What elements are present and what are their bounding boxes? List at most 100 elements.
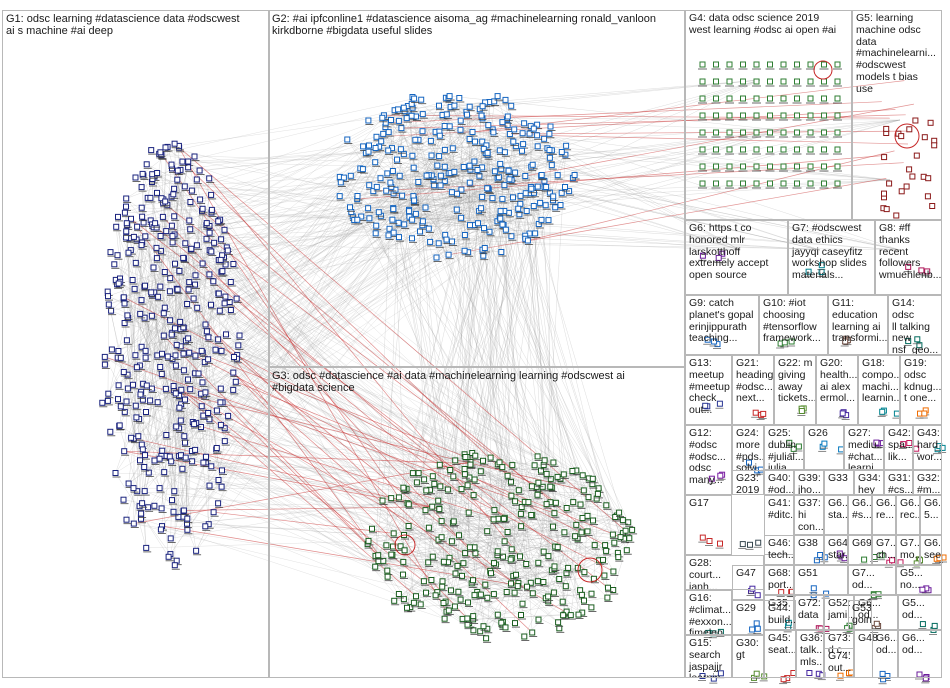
g3-node [515,487,522,494]
g1-node [236,332,243,339]
g3-node [573,521,580,528]
g2-edge [460,138,545,218]
g3-node [579,515,586,521]
group-label: G36: talk... mls... [800,632,824,668]
g2-node [479,103,486,110]
g2-node [387,179,394,186]
g3-node [513,571,519,578]
g2-g3-edge [487,152,538,495]
g1-g3-edge [145,350,445,563]
g2-edge [509,154,566,180]
g1-g2-edge [188,233,530,290]
g2-node [474,167,481,173]
g1-edge [142,242,203,264]
group-panel-g13: G13: meetup #meetup check out... [685,355,732,425]
g2-node [453,206,460,213]
g3-node [457,596,464,603]
g2-g3-edge [398,141,483,498]
g1-node [148,289,155,296]
g1-g2-edge [136,224,475,240]
g1-node [210,278,217,285]
g1-node [153,255,160,262]
g1-node [123,516,130,523]
g3-node [534,578,541,585]
g2-node [505,167,512,174]
g2-node [467,222,473,229]
g1-edge [127,167,189,389]
g1-node [203,220,210,227]
g3-node [375,552,382,559]
group-panel-g31: G31: #cs... audi... [884,470,913,495]
g2-node [457,126,464,133]
g3-node [518,612,524,618]
g2-node [419,128,426,135]
g1-node [180,367,187,374]
g1-node [199,260,206,267]
g1-edge [114,264,133,281]
g1-g3-edge [184,435,436,596]
g1-g3-edge [195,373,465,475]
g2-g3-edge [423,208,482,582]
g3-node [504,529,511,535]
g3-edge [507,475,629,523]
g3-node [555,619,562,626]
g3-edge [555,502,565,615]
g2-node [419,218,426,225]
g1-node [130,233,137,240]
g1-g2-edge [195,162,376,551]
g2-g3-edge [533,205,547,505]
g3-node [550,523,556,530]
g1-node [167,275,174,282]
g2-edge [350,175,470,183]
g1-node [177,318,184,325]
g1-node [130,485,137,492]
g2-g3-edge [385,122,466,554]
g3-node [388,551,395,558]
g3-node [500,515,507,522]
g1-node [202,389,209,396]
g3-edge [408,525,525,637]
g1-node [215,290,222,297]
g1-node [181,433,188,440]
g1-g3-edge [157,355,376,567]
g1-g3-edge [142,173,473,454]
g3-edge [398,497,445,619]
g3-node [619,517,626,524]
g3-node [511,589,518,596]
g1-node [156,485,163,492]
group-label: G64: star... [828,537,848,561]
g2-node [491,168,498,175]
g3-node [579,472,586,479]
g1-node [105,301,112,308]
g3-edge [487,530,578,539]
g1-node [168,458,175,465]
g2-node [397,146,404,153]
g1-edge [208,419,210,525]
g1-g3-edge [150,220,481,472]
g3-node [490,516,497,523]
g1-node [125,249,132,256]
g2-g3-edge [392,170,460,536]
g3-node [461,471,468,478]
g3-node [470,613,477,620]
g1-g3-edge [123,297,554,463]
g2-node [379,114,386,121]
g1-node [157,233,164,239]
g1-edge [138,385,174,437]
g2-g3-edge [404,224,503,490]
g2-node [502,226,509,233]
g1-g3-edge [179,428,417,483]
g1-node [135,433,142,440]
g2-node [365,117,372,124]
g3-node [499,464,506,471]
g3-node [448,538,455,545]
g3-edge [408,466,503,505]
g1-node [117,403,124,410]
group-label: G31: #cs... audi... [888,472,913,495]
g1-node [128,215,134,222]
g3-node [369,525,375,532]
g1-edge [126,225,180,396]
g1-node [193,547,200,554]
g1-g3-edge [135,405,468,625]
g1-g3-edge [216,447,503,626]
